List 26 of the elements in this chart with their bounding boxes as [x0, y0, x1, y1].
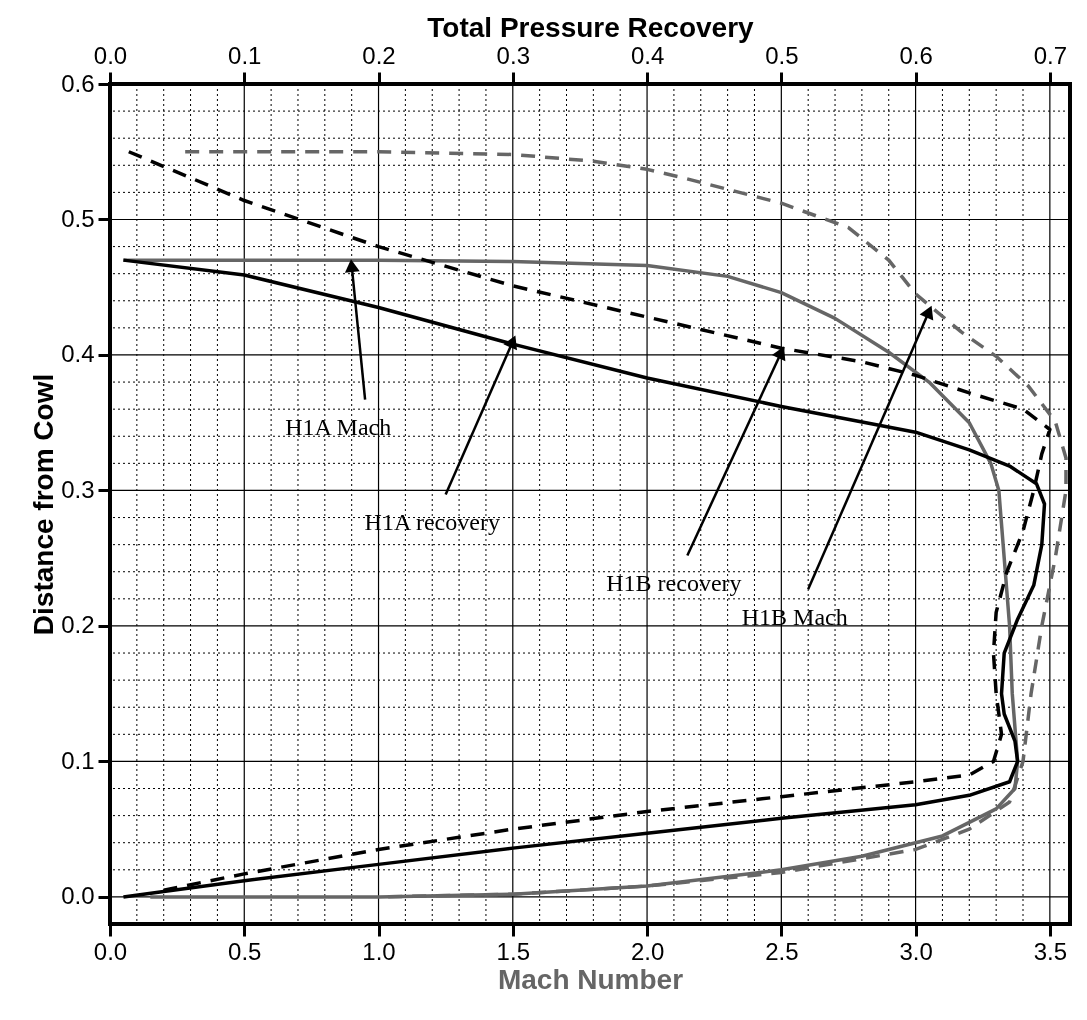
x2-tick-label: 0.4: [630, 41, 665, 69]
x-tick-label: 0.0: [93, 937, 128, 965]
x-tick-label: 2.0: [630, 937, 665, 965]
x2-tick-label: 0.1: [228, 41, 262, 69]
x2-axis-title: Total Pressure Recovery: [427, 11, 755, 43]
x2-tick-label: 0.3: [496, 41, 530, 69]
y-tick-label: 0.3: [61, 475, 95, 503]
x-tick-label: 3.5: [1033, 937, 1068, 965]
x2-tick-label: 0.7: [1033, 41, 1068, 69]
y-tick-label: 0.2: [61, 611, 95, 639]
x-tick-label: 3.0: [899, 937, 933, 965]
x2-tick-label: 0.6: [899, 41, 933, 69]
x2-tick-label: 0.5: [765, 41, 799, 69]
x-tick-label: 0.5: [228, 937, 262, 965]
x2-tick-label: 0.2: [362, 41, 396, 69]
x-axis-title: Mach Number: [497, 963, 684, 995]
y-tick-label: 0.1: [61, 746, 95, 774]
y-tick-label: 0.4: [61, 340, 95, 368]
x-tick-label: 1.5: [496, 937, 530, 965]
x2-tick-label: 0.0: [93, 41, 128, 69]
x-tick-label: 1.0: [362, 937, 396, 965]
x-tick-label: 2.5: [765, 937, 799, 965]
y-tick-label: 0.0: [61, 882, 95, 910]
y-axis-title: Distance from Cowl: [28, 373, 60, 636]
y-tick-label: 0.6: [61, 69, 95, 97]
y-tick-label: 0.5: [61, 204, 95, 232]
